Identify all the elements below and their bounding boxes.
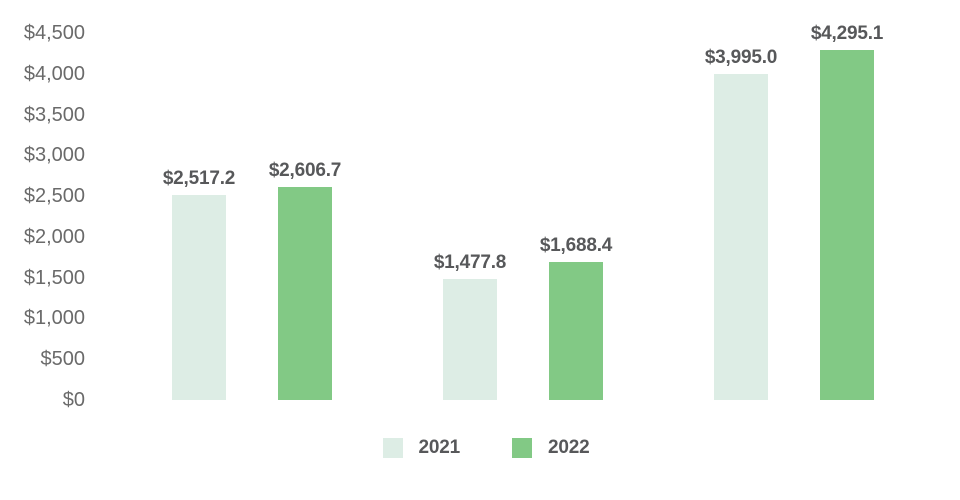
bar-value-label-2021-group-1: $2,517.2: [162, 167, 236, 189]
bar-value-label-2021-group-3: $3,995.0: [704, 47, 778, 69]
y-axis-tick-label: $1,500: [23, 266, 85, 289]
bar-value-label-2022-group-2: $1,688.4: [539, 235, 613, 257]
bar-value-label-2021-group-2: $1,477.8: [433, 252, 507, 274]
y-axis-tick-label: $500: [40, 348, 86, 371]
legend-item-2022[interactable]: 2022: [512, 437, 590, 459]
y-axis-tick-label: $2,000: [23, 225, 85, 248]
legend-label-2022: 2022: [548, 437, 590, 458]
y-axis-tick-label: $0: [62, 389, 85, 411]
legend-label-2021: 2021: [418, 437, 461, 458]
y-axis-tick-label: $4,000: [23, 62, 85, 85]
legend-swatch-2022: [512, 438, 532, 458]
legend: 2021 2022: [6, 437, 960, 459]
bar-2021-group-3: [714, 74, 768, 400]
bar-2021-group-1: [172, 194, 226, 400]
y-axis-tick-label: $3,500: [23, 103, 85, 126]
y-axis-tick-label: $4,500: [23, 22, 85, 44]
bar-value-label-2022-group-1: $2,606.7: [268, 160, 342, 182]
legend-item-2021[interactable]: 2021: [382, 437, 461, 459]
bar-value-label-2022-group-3: $4,295.1: [810, 22, 884, 44]
bar-2022-group-2: [549, 262, 603, 400]
bar-2022-group-1: [278, 187, 332, 400]
y-axis-tick-label: $3,000: [23, 144, 85, 167]
y-axis-tick-label: $1,000: [23, 307, 85, 330]
bar-2022-group-3: [820, 49, 874, 400]
y-axis-tick-label: $2,500: [23, 185, 85, 208]
bar-2021-group-2: [443, 279, 497, 400]
legend-swatch-2021: [382, 438, 403, 458]
